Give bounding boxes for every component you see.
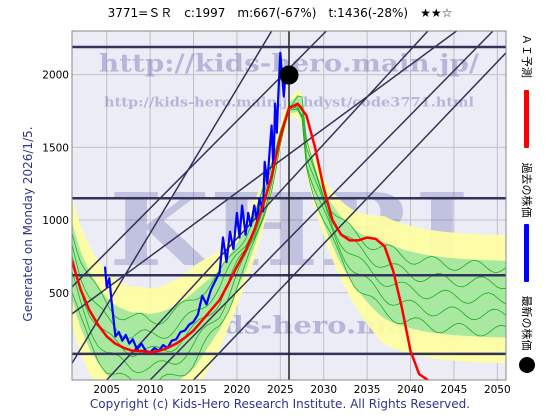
y-tick-label: 1000 xyxy=(42,215,69,227)
x-tick-label: 2020 xyxy=(224,384,251,396)
past-price-line xyxy=(103,51,291,354)
copyright-notice: Copyright (c) Kids-Hero Research Institu… xyxy=(89,397,471,411)
ai-forecast-line xyxy=(72,102,429,380)
legend: ＡＩ予測 過去の株価 最新の株価 xyxy=(512,30,542,380)
x-tick-label: 2030 xyxy=(310,384,337,396)
x-tick-label: 2015 xyxy=(180,384,207,396)
legend-latest-price-dot xyxy=(519,357,535,373)
stock-code: 3771=ＳＲ xyxy=(107,6,173,20)
y-tick-label: 1500 xyxy=(42,142,69,154)
trend-line xyxy=(192,52,506,380)
x-tick-label: 2025 xyxy=(267,384,294,396)
x-tick-label: 2010 xyxy=(137,384,164,396)
y-tick-label: 500 xyxy=(49,288,69,300)
trend-line xyxy=(106,31,429,380)
x-tick-label: 2050 xyxy=(484,384,511,396)
x-tick-label: 2045 xyxy=(441,384,468,396)
x-tick-label: 2035 xyxy=(354,384,381,396)
x-tick-label: 2005 xyxy=(93,384,120,396)
max-drawdown: m:667(-67%) xyxy=(237,6,317,20)
current-price: c:1997 xyxy=(184,6,226,20)
target-price: t:1436(-28%) xyxy=(328,6,409,20)
forecast-band-inner xyxy=(72,95,506,380)
chart-header: 3771=ＳＲ c:1997 m:667(-67%) t:1436(-28%) ★★☆ xyxy=(0,4,560,21)
x-tick-label: 2040 xyxy=(397,384,424,396)
legend-ai-forecast-swatch xyxy=(524,90,529,148)
rating-stars: ★★☆ xyxy=(420,6,453,20)
latest-price-point xyxy=(279,65,299,85)
legend-past-price-swatch xyxy=(524,224,529,282)
trend-line xyxy=(149,31,494,380)
y-tick-label: 2000 xyxy=(42,70,69,82)
plot-border xyxy=(71,30,507,381)
